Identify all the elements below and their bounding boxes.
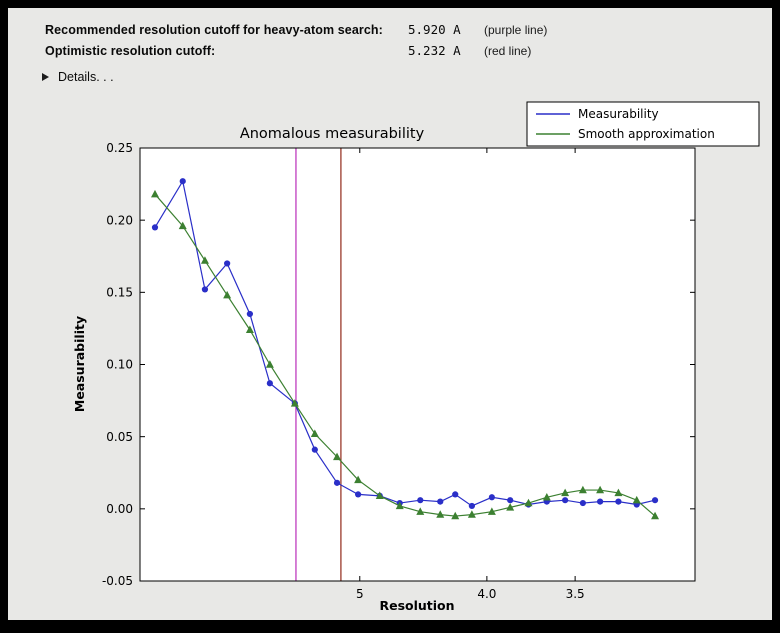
details-label: Details. . . <box>58 70 114 84</box>
svg-text:0.25: 0.25 <box>106 141 133 155</box>
svg-text:-0.05: -0.05 <box>102 574 133 588</box>
x-axis-label: Resolution <box>379 598 454 613</box>
svg-text:0.20: 0.20 <box>106 213 133 227</box>
legend-box <box>526 101 760 147</box>
recommended-cutoff-value: 5.920 A <box>408 22 461 37</box>
optimistic-cutoff-row: Optimistic resolution cutoff: 5.232 A (r… <box>8 40 772 61</box>
recommended-cutoff-row: Recommended resolution cutoff for heavy-… <box>8 19 772 40</box>
svg-text:0.15: 0.15 <box>106 286 133 300</box>
svg-text:3.5: 3.5 <box>566 587 585 601</box>
optimistic-cutoff-note: (red line) <box>484 44 532 58</box>
svg-text:0.00: 0.00 <box>106 502 133 516</box>
plot-area <box>140 148 695 581</box>
optimistic-cutoff-value: 5.232 A <box>408 43 461 58</box>
legend-label-measurability: Measurability <box>578 107 659 121</box>
legend: Measurability Smooth approximation <box>526 101 760 147</box>
recommended-cutoff-label: Recommended resolution cutoff for heavy-… <box>45 23 383 37</box>
svg-text:5: 5 <box>356 587 364 601</box>
details-toggle[interactable]: Details. . . <box>42 70 114 84</box>
collapsed-arrow-icon <box>42 73 49 81</box>
measurability-chart: Anomalous measurability -0.05 0.00 0.05 0.1… <box>72 101 760 613</box>
y-axis-label: Measurability <box>72 316 87 412</box>
axis-ticks: -0.05 0.00 0.05 0.10 0.15 0.20 0.25 5 4.0 3.5 <box>102 141 695 601</box>
chart-title: Anomalous measurability <box>240 126 425 142</box>
svg-text:4.0: 4.0 <box>477 587 496 601</box>
app-panel: Recommended resolution cutoff for heavy-… <box>8 8 772 620</box>
cutoff-vlines <box>295 148 342 581</box>
optimistic-cutoff-label: Optimistic resolution cutoff: <box>45 44 216 58</box>
recommended-cutoff-note: (purple line) <box>484 23 548 37</box>
svg-text:0.05: 0.05 <box>106 430 133 444</box>
resolution-cutoff-header: Recommended resolution cutoff for heavy-… <box>8 8 772 61</box>
anomalous-measurability-figure: Anomalous measurability -0.05 0.00 0.05 0.1… <box>62 96 762 623</box>
series-group <box>150 178 660 520</box>
plot-frame <box>139 147 696 582</box>
svg-text:0.10: 0.10 <box>106 358 133 372</box>
legend-label-smooth: Smooth approximation <box>578 127 715 141</box>
